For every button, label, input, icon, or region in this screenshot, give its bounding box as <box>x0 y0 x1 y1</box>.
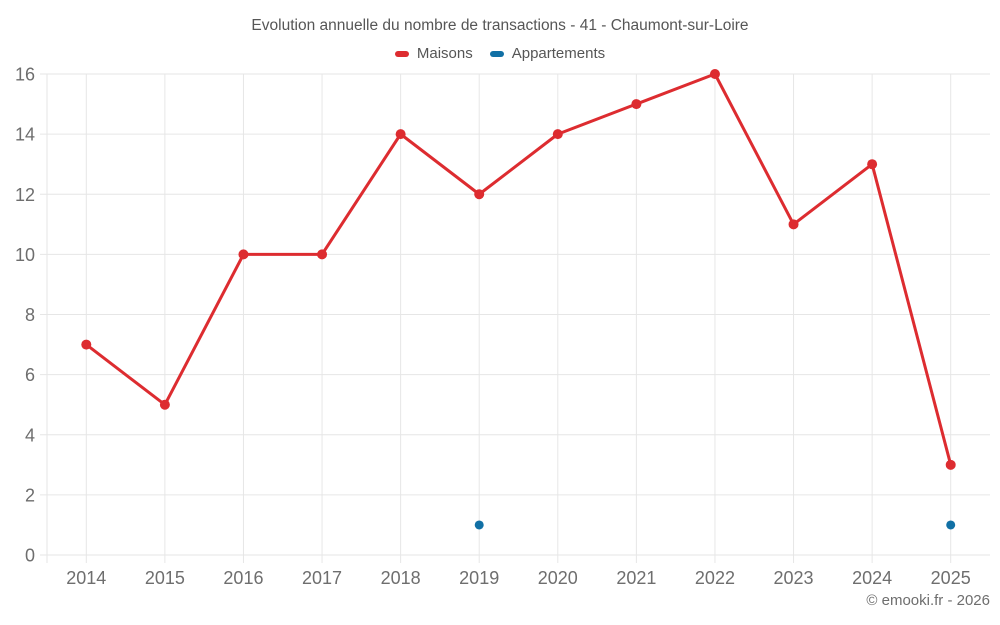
x-axis-tick-label: 2022 <box>695 568 735 588</box>
legend-label-maisons: Maisons <box>416 45 473 62</box>
maisons-point-2025[interactable] <box>945 459 956 470</box>
maisons-point-2018[interactable] <box>395 129 406 140</box>
maisons-line <box>84 72 953 467</box>
maisons-point-2015[interactable] <box>159 399 170 410</box>
appartements-swatch-icon <box>489 50 504 57</box>
y-axis-tick-label: 6 <box>25 365 35 385</box>
x-axis-tick-label: 2023 <box>774 568 814 588</box>
y-axis-tick-label: 16 <box>15 65 35 85</box>
y-axis-tick-label: 4 <box>25 425 35 445</box>
y-axis-tick-label: 8 <box>25 305 35 325</box>
chart-legend: Maisons Appartements <box>0 45 1000 62</box>
y-axis-tick-label: 14 <box>15 125 35 145</box>
x-axis-tick-label: 2017 <box>302 568 342 588</box>
x-axis-tick-label: 2018 <box>381 568 421 588</box>
y-axis-tick-label: 0 <box>25 546 35 566</box>
x-axis-tick-label: 2025 <box>931 568 971 588</box>
maisons-point-2024[interactable] <box>867 159 878 170</box>
y-axis-tick-label: 2 <box>25 485 35 505</box>
maisons-point-2017[interactable] <box>317 249 328 260</box>
x-axis-tick-label: 2015 <box>145 568 185 588</box>
y-axis-tick-label: 10 <box>15 245 35 265</box>
appartements-point-2025[interactable] <box>946 520 956 530</box>
maisons-point-2022[interactable] <box>709 69 720 79</box>
chart-title: Evolution annuelle du nombre de transact… <box>251 17 749 34</box>
maisons-point-2014[interactable] <box>81 339 92 350</box>
x-axis-tick-label: 2020 <box>538 568 578 588</box>
legend-item-appartements[interactable]: Appartements <box>489 45 606 62</box>
maisons-swatch-icon <box>394 50 409 57</box>
y-axis-tick-label: 12 <box>15 185 35 205</box>
maisons-point-2019[interactable] <box>474 189 485 200</box>
maisons-point-2023[interactable] <box>788 219 799 230</box>
copyright-credit: © emooki.fr - 2026 <box>866 592 990 609</box>
maisons-point-2020[interactable] <box>552 129 563 140</box>
x-axis-tick-label: 2014 <box>66 568 106 588</box>
legend-label-appartements: Appartements <box>511 45 606 62</box>
x-axis-tick-label: 2016 <box>223 568 263 588</box>
appartements-point-2019[interactable] <box>474 520 484 530</box>
x-axis-tick-label: 2019 <box>459 568 499 588</box>
legend-item-maisons[interactable]: Maisons <box>394 45 473 62</box>
maisons-point-2021[interactable] <box>631 99 642 110</box>
maisons-point-2016[interactable] <box>238 249 249 260</box>
x-axis-tick-label: 2024 <box>852 568 892 588</box>
x-axis-tick-label: 2021 <box>616 568 656 588</box>
